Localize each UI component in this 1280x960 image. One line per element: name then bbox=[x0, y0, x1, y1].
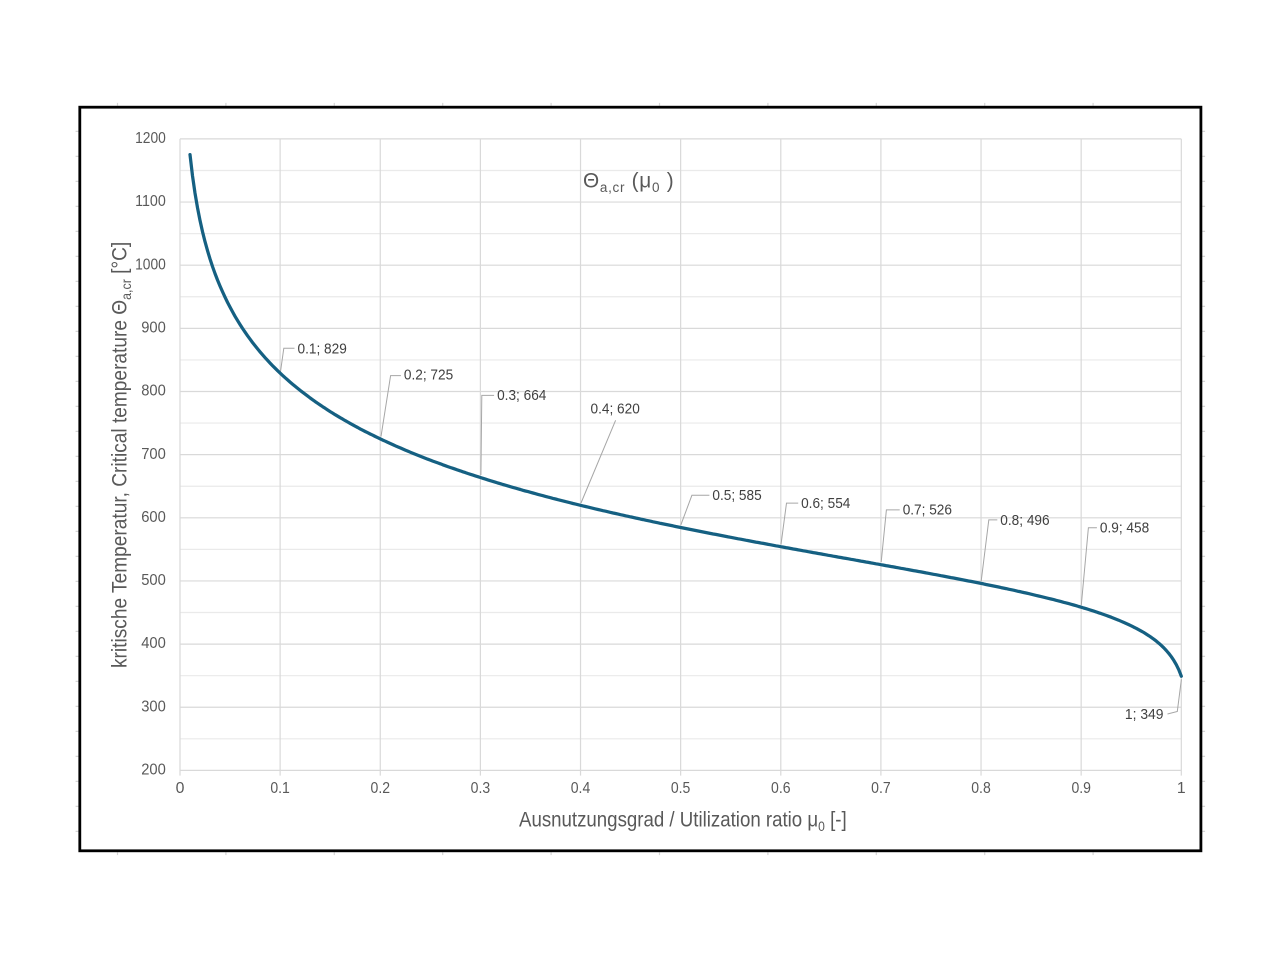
svg-text:0.8; 496: 0.8; 496 bbox=[1000, 513, 1049, 529]
svg-text:0.6; 554: 0.6; 554 bbox=[801, 496, 850, 512]
svg-text:0.6: 0.6 bbox=[771, 780, 791, 797]
svg-text:0.3; 664: 0.3; 664 bbox=[497, 388, 546, 404]
svg-text:0.4: 0.4 bbox=[571, 780, 591, 797]
svg-text:0.4; 620: 0.4; 620 bbox=[591, 402, 640, 418]
svg-text:1200: 1200 bbox=[135, 130, 166, 147]
svg-text:1: 1 bbox=[1177, 780, 1186, 797]
svg-text:600: 600 bbox=[141, 509, 166, 526]
svg-text:0: 0 bbox=[176, 780, 185, 797]
svg-text:0.3: 0.3 bbox=[471, 780, 491, 797]
svg-text:0.5; 585: 0.5; 585 bbox=[712, 488, 761, 504]
svg-text:1100: 1100 bbox=[135, 193, 166, 210]
svg-text:900: 900 bbox=[141, 320, 166, 337]
svg-text:0.7; 526: 0.7; 526 bbox=[903, 503, 952, 519]
svg-text:0.8: 0.8 bbox=[971, 780, 991, 797]
svg-text:0.2: 0.2 bbox=[371, 780, 391, 797]
svg-text:kritische Temperatur, Critical: kritische Temperatur, Critical temperatu… bbox=[109, 242, 134, 668]
svg-text:800: 800 bbox=[141, 383, 166, 400]
svg-text:0.7: 0.7 bbox=[871, 780, 891, 797]
svg-text:1000: 1000 bbox=[135, 256, 166, 273]
svg-text:Ausnutzungsgrad / Utilization: Ausnutzungsgrad / Utilization ratio μ0 [… bbox=[519, 808, 847, 834]
svg-text:400: 400 bbox=[141, 635, 166, 652]
svg-text:0.1; 829: 0.1; 829 bbox=[298, 342, 347, 358]
svg-text:0.9; 458: 0.9; 458 bbox=[1100, 521, 1149, 537]
svg-text:700: 700 bbox=[141, 446, 166, 463]
svg-text:Θa,cr (μ0 ): Θa,cr (μ0 ) bbox=[583, 170, 674, 196]
svg-text:0.1: 0.1 bbox=[270, 780, 290, 797]
svg-text:200: 200 bbox=[141, 762, 166, 779]
svg-text:1; 349: 1; 349 bbox=[1125, 707, 1164, 723]
svg-text:500: 500 bbox=[141, 572, 166, 589]
svg-text:0.5: 0.5 bbox=[671, 780, 691, 797]
svg-text:300: 300 bbox=[141, 698, 166, 715]
svg-text:0.9: 0.9 bbox=[1071, 780, 1091, 797]
svg-text:0.2; 725: 0.2; 725 bbox=[404, 368, 453, 384]
